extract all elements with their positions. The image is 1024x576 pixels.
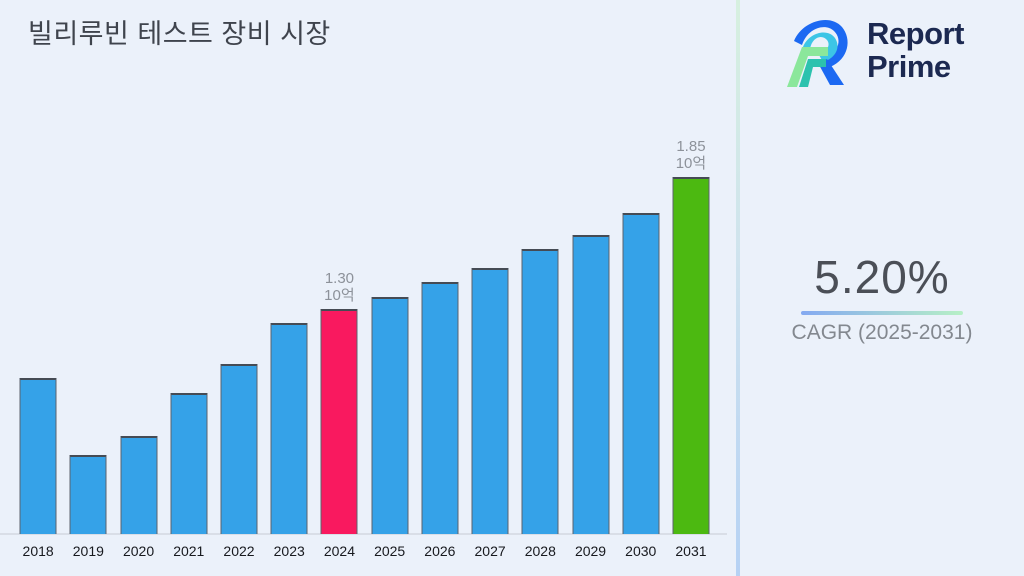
x-axis-label-2027: 2027 — [474, 543, 506, 559]
value-label-2031: 1.85 10억 — [675, 138, 707, 172]
bar-column-2031: 1.85 10억 2031 — [666, 100, 716, 559]
vertical-divider — [736, 0, 740, 576]
cagr-label: CAGR (2025-2031) — [791, 321, 973, 344]
x-axis-label-2031: 2031 — [675, 543, 707, 559]
cagr-underline — [801, 311, 963, 315]
x-axis-label-2030: 2030 — [625, 543, 657, 559]
bar-2019 — [69, 455, 107, 534]
bar-column-2020: 2020 — [113, 100, 163, 559]
right-panel: Report Prime 5.20% CAGR (2025-2031) — [740, 0, 1024, 576]
bar-column-2027: 2027 — [465, 100, 515, 559]
bar-2020 — [120, 436, 158, 534]
bar-column-2024: 1.30 10억 2024 — [314, 100, 364, 559]
value-label-2024: 1.30 10억 — [324, 270, 355, 304]
bar-2025 — [371, 297, 409, 534]
x-axis-label-2026: 2026 — [424, 543, 456, 559]
bar-chart: 2018 2019 2020 2021 2022 2023 1.30 10억 2024 2025 2… — [13, 100, 716, 559]
bar-column-2019: 2019 — [63, 100, 113, 559]
brand-line-prime: Prime — [867, 49, 951, 84]
x-axis-label-2024: 2024 — [323, 543, 355, 559]
x-axis-label-2022: 2022 — [223, 543, 255, 559]
bar-2031 — [672, 177, 710, 534]
bar-column-2028: 2028 — [515, 100, 565, 559]
report-prime-logo-icon — [787, 19, 848, 87]
bar-column-2025: 2025 — [365, 100, 415, 559]
bar-2028 — [521, 249, 559, 534]
bar-column-2029: 2029 — [565, 100, 615, 559]
bar-2026 — [421, 282, 459, 534]
bar-2030 — [622, 213, 660, 534]
bar-column-2021: 2021 — [164, 100, 214, 559]
bar-2029 — [572, 235, 610, 534]
bar-column-2030: 2030 — [616, 100, 666, 559]
brand-name: Report Prime — [867, 13, 964, 83]
x-axis-label-2029: 2029 — [574, 543, 607, 559]
x-axis-label-2019: 2019 — [72, 543, 104, 559]
bar-2023 — [270, 323, 308, 534]
x-axis-line — [0, 533, 727, 535]
x-axis-label-2021: 2021 — [173, 543, 205, 559]
x-axis-label-2020: 2020 — [122, 543, 155, 559]
page-title: 빌리루빈 테스트 장비 시장 — [28, 19, 331, 49]
bar-2018 — [19, 378, 57, 534]
cagr-block: 5.20% CAGR (2025-2031) — [740, 250, 1024, 345]
cagr-value: 5.20% — [814, 251, 950, 303]
brand: Report Prime — [782, 13, 964, 91]
x-axis-label-2025: 2025 — [374, 543, 406, 559]
brand-line-report: Report — [867, 16, 964, 51]
x-axis-label-2028: 2028 — [524, 543, 556, 559]
bar-2027 — [471, 268, 509, 534]
bar-2024 — [320, 309, 358, 534]
bar-2021 — [170, 393, 208, 534]
bar-column-2018: 2018 — [13, 100, 63, 559]
bar-column-2023: 2023 — [264, 100, 314, 559]
bar-column-2026: 2026 — [415, 100, 465, 559]
x-axis-label-2018: 2018 — [22, 543, 54, 559]
bar-column-2022: 2022 — [214, 100, 264, 559]
bar-2022 — [220, 364, 258, 534]
x-axis-label-2023: 2023 — [273, 543, 305, 559]
